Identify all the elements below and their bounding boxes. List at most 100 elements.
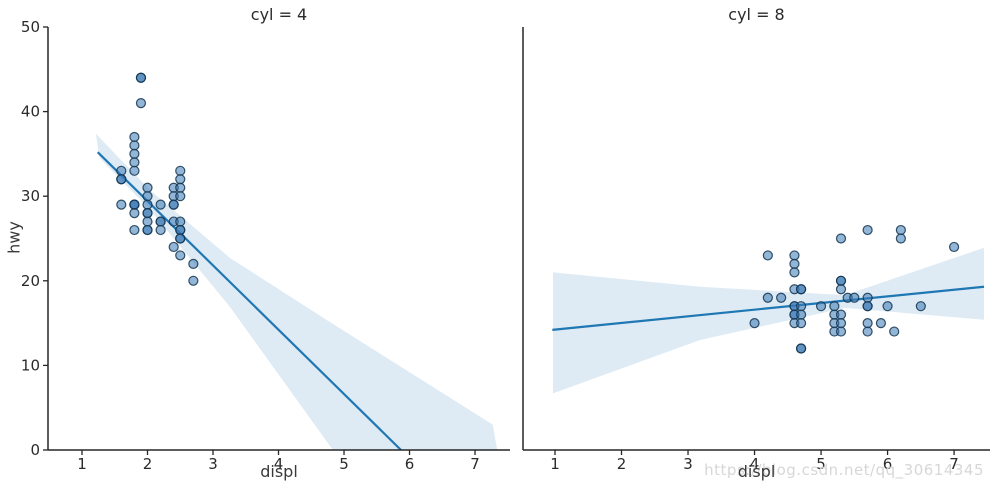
scatter-point — [175, 216, 186, 227]
scatter-point — [116, 199, 127, 210]
scatter-point — [129, 165, 140, 176]
x-tick-label: 6 — [883, 455, 893, 473]
facet-panel — [95, 72, 498, 450]
scatter-point — [849, 292, 860, 303]
y-tick-label: 20 — [21, 272, 40, 290]
y-tick-label: 10 — [21, 356, 40, 374]
x-tick-label: 1 — [77, 455, 87, 473]
scatter-point — [889, 326, 900, 337]
scatter-point — [862, 301, 873, 312]
scatter-point — [835, 275, 847, 286]
scatter-point — [155, 224, 166, 236]
confidence-band — [95, 133, 498, 450]
watermark: https://blog.csdn.net/qq_30614345 — [704, 461, 984, 479]
scatter-point — [175, 224, 186, 236]
x-tick-label: 7 — [470, 455, 480, 473]
x-tick-label: 1 — [550, 455, 560, 473]
scatter-point — [188, 258, 199, 269]
scatter-point — [835, 233, 847, 244]
scatter-point — [762, 292, 773, 303]
scatter-point — [795, 284, 807, 295]
y-tick-label: 50 — [21, 18, 40, 36]
scatter-point — [829, 301, 840, 312]
scatter-point — [188, 275, 199, 286]
y-tick-label: 30 — [21, 187, 40, 205]
scatter-point — [862, 318, 873, 329]
scatter-point — [789, 267, 800, 278]
facet-panel — [552, 224, 985, 394]
y-axis-label: hwy — [4, 221, 24, 254]
scatter-point — [875, 318, 887, 329]
scatter-point — [835, 318, 847, 329]
scatter-point — [142, 199, 153, 210]
scatter-point — [142, 182, 153, 193]
scatter-point — [915, 301, 926, 312]
scatter-point — [175, 182, 186, 193]
y-tick-label: 0 — [30, 441, 40, 459]
scatter-point — [142, 208, 153, 219]
scatter-point — [168, 241, 179, 253]
scatter-point — [795, 343, 807, 354]
x-tick-label: 5 — [339, 455, 349, 473]
scatter-point — [795, 318, 807, 329]
y-tick-label: 40 — [21, 103, 40, 121]
scatter-point — [835, 326, 847, 337]
scatter-point — [835, 309, 847, 320]
x-tick-label: 5 — [816, 455, 826, 473]
scatter-point — [789, 250, 800, 261]
scatter-point — [129, 157, 140, 168]
scatter-point — [882, 301, 893, 312]
scatter-point — [116, 174, 127, 185]
scatter-point — [815, 301, 827, 312]
scatter-point — [175, 250, 186, 261]
scatter-point — [895, 233, 906, 244]
scatter-point — [776, 292, 787, 303]
x-tick-label: 3 — [208, 455, 218, 473]
scatter-point — [795, 309, 807, 320]
scatter-point — [129, 140, 140, 151]
scatter-point — [142, 191, 153, 202]
scatter-point — [749, 318, 760, 329]
x-axis-label-right: displ — [737, 462, 776, 481]
x-tick-label: 6 — [405, 455, 415, 473]
scatter-point — [175, 174, 186, 185]
scatter-point — [129, 199, 140, 210]
scatter-point — [862, 292, 873, 303]
x-tick-label: 4 — [750, 455, 760, 473]
scatter-point — [895, 224, 906, 236]
scatter-point — [835, 284, 847, 295]
x-axis-label-left: displ — [260, 462, 298, 481]
x-tick-label: 2 — [617, 455, 627, 473]
x-tick-label: 7 — [949, 455, 959, 473]
scatter-point — [862, 326, 873, 337]
scatter-point — [129, 208, 140, 219]
scatter-point — [948, 241, 960, 253]
confidence-band — [552, 247, 985, 394]
scatter-point — [762, 250, 773, 261]
facet-title-cyl4: cyl = 4 — [250, 5, 308, 24]
regression-line — [552, 285, 985, 331]
scatter-point — [135, 72, 147, 83]
scatter-point — [175, 165, 186, 176]
scatter-point — [155, 199, 166, 210]
x-tick-label: 2 — [143, 455, 153, 473]
scatter-point — [795, 301, 807, 312]
scatter-point — [175, 233, 186, 244]
scatter-point — [116, 165, 127, 176]
scatter-point — [129, 148, 140, 159]
scatter-point — [129, 224, 140, 236]
scatter-point — [135, 98, 147, 109]
scatter-point — [862, 224, 873, 236]
scatter-point — [789, 258, 800, 269]
scatter-point — [155, 216, 166, 227]
facet-title-cyl8: cyl = 8 — [728, 5, 785, 24]
scatter-point — [142, 216, 153, 227]
scatter-point — [168, 199, 179, 210]
scatter-point — [175, 191, 186, 202]
x-tick-label: 3 — [683, 455, 693, 473]
x-tick-label: 4 — [274, 455, 284, 473]
scatter-point — [142, 224, 153, 236]
scatter-point — [129, 131, 140, 143]
